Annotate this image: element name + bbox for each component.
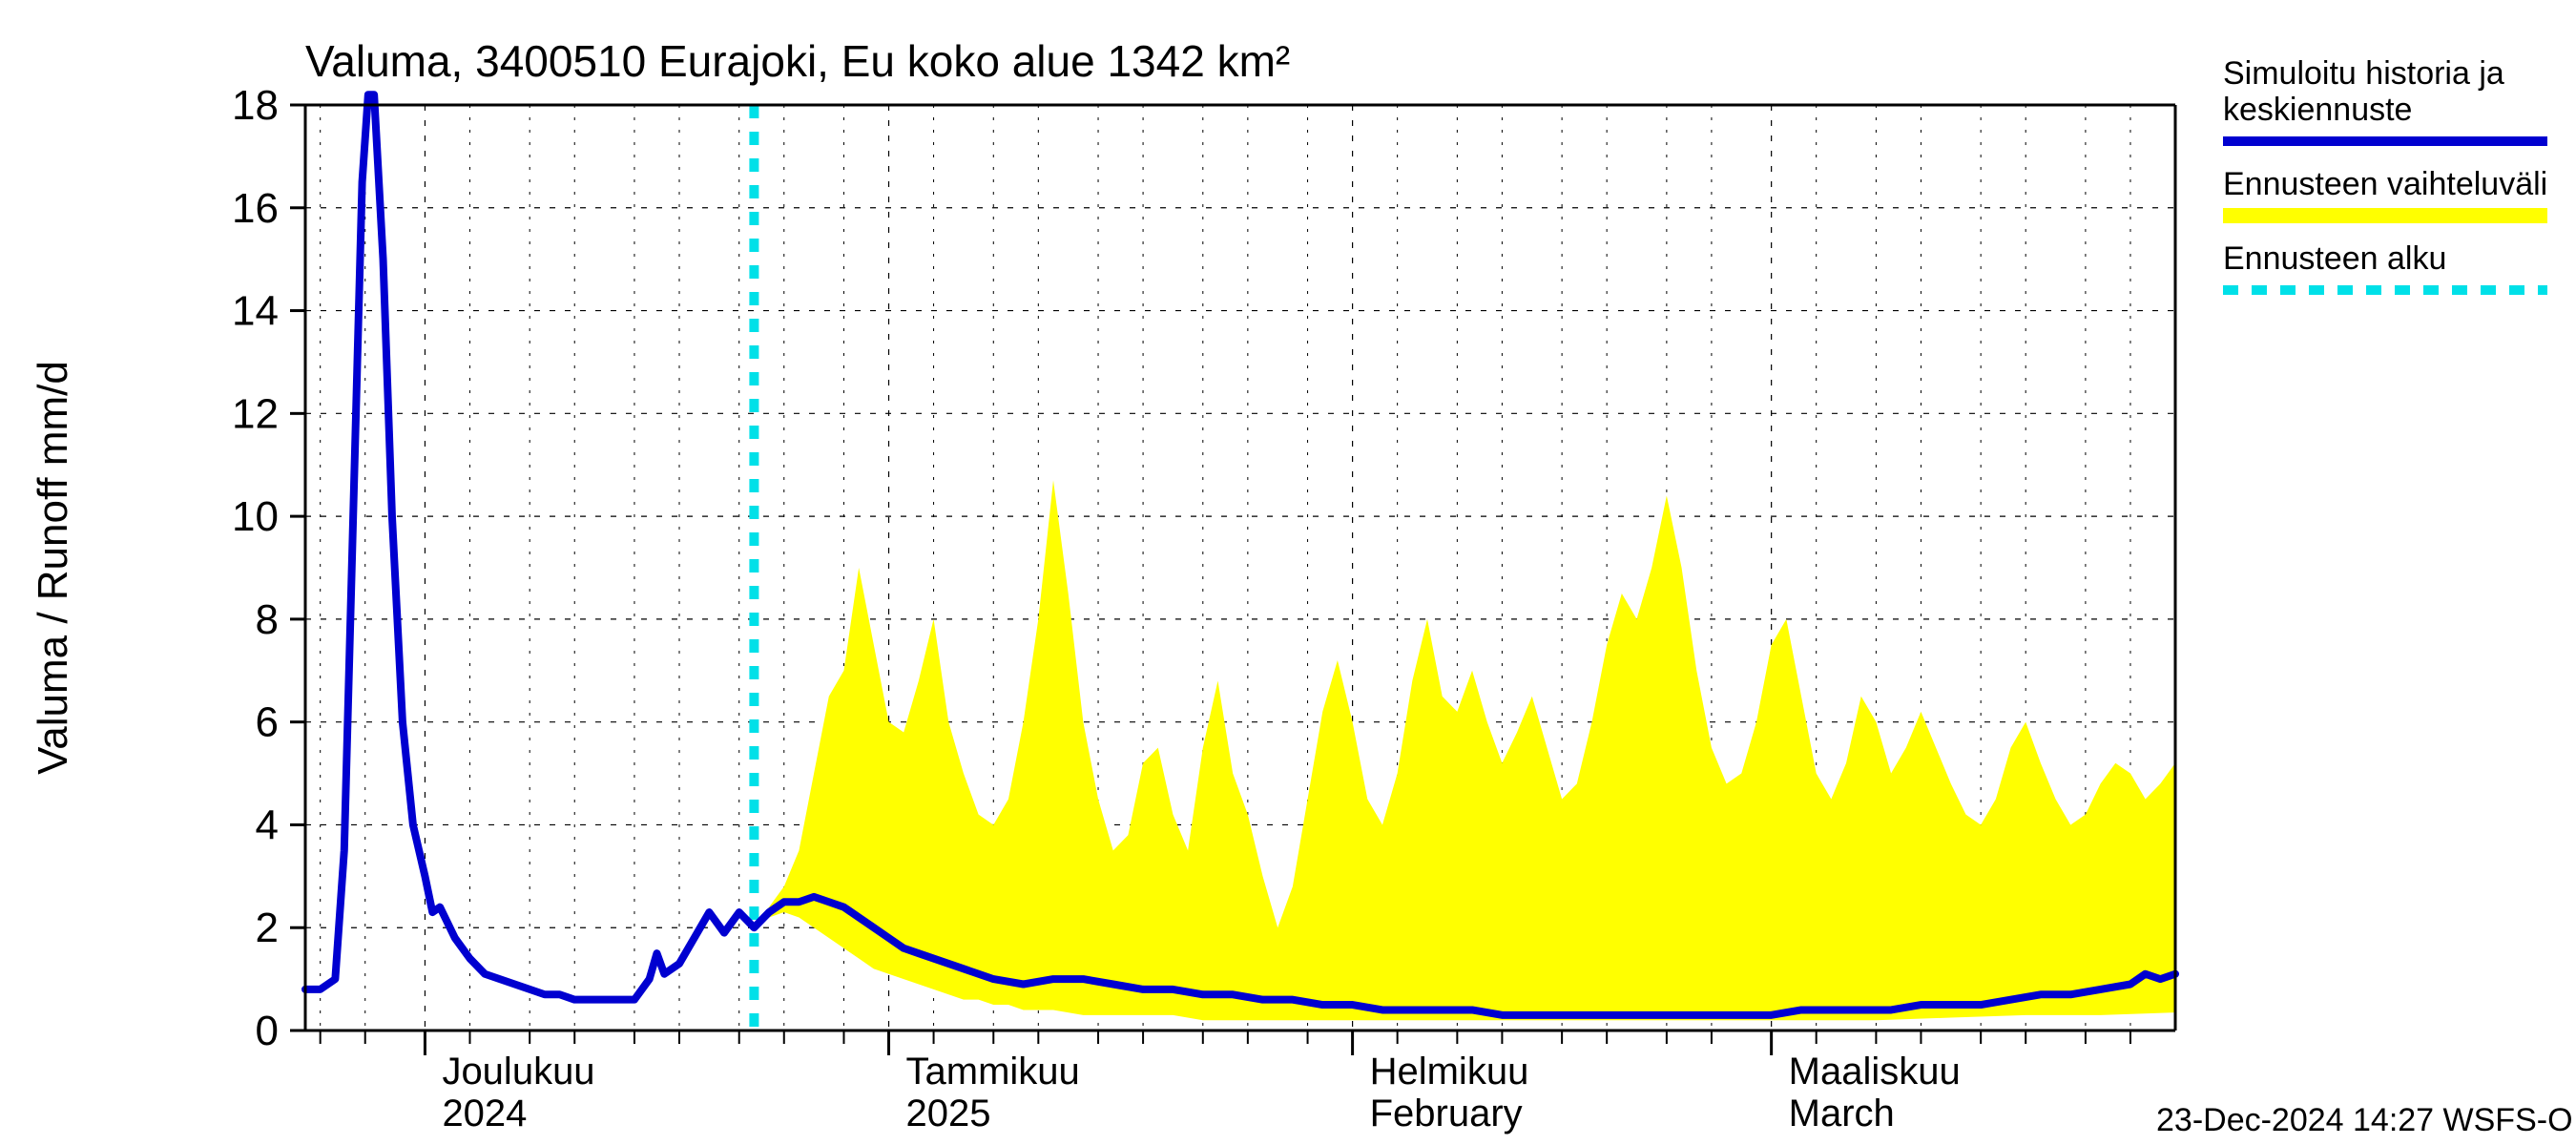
chart-container: 0 2 4 6 8 10 12 14 16 18 Joulukuu2024 Tammikuu2025 H… — [0, 0, 2576, 1145]
legend-label: Simuloitu historia ja — [2223, 55, 2504, 92]
y-tick-label: 2 — [256, 905, 279, 951]
y-tick-label: 4 — [256, 802, 279, 848]
x-month-label: Maaliskuu — [1789, 1051, 1961, 1093]
y-tick-label: 6 — [256, 699, 279, 746]
footer-timestamp: 23-Dec-2024 14:27 WSFS-O — [2156, 1102, 2573, 1138]
y-tick-label: 18 — [232, 82, 279, 129]
chart-title: Valuma, 3400510 Eurajoki, Eu koko alue 1… — [305, 36, 1290, 86]
x-month-label: Joulukuu — [442, 1051, 594, 1093]
legend-label: Ennusteen alku — [2223, 240, 2446, 277]
x-month-sublabel: 2025 — [906, 1093, 991, 1135]
y-tick-label: 0 — [256, 1008, 279, 1054]
y-tick-label: 10 — [232, 493, 279, 540]
x-month-sublabel: 2024 — [442, 1093, 527, 1135]
x-month-label: Tammikuu — [906, 1051, 1080, 1093]
x-month-label: Helmikuu — [1370, 1051, 1529, 1093]
x-month-sublabel: March — [1789, 1093, 1895, 1135]
x-month-sublabel: February — [1370, 1093, 1523, 1135]
legend-swatch-fill — [2223, 208, 2547, 223]
legend-label: Ennusteen vaihteluväli — [2223, 166, 2547, 202]
y-axis-label: Valuma / Runoff mm/d — [30, 361, 76, 775]
y-tick-label: 12 — [232, 390, 279, 437]
y-tick-label: 8 — [256, 596, 279, 643]
runoff-chart: 0 2 4 6 8 10 12 14 16 18 Joulukuu2024 Tammikuu2025 H… — [0, 0, 2576, 1145]
legend-label: keskiennuste — [2223, 92, 2412, 128]
y-tick-label: 14 — [232, 288, 279, 335]
y-tick-label: 16 — [232, 185, 279, 232]
